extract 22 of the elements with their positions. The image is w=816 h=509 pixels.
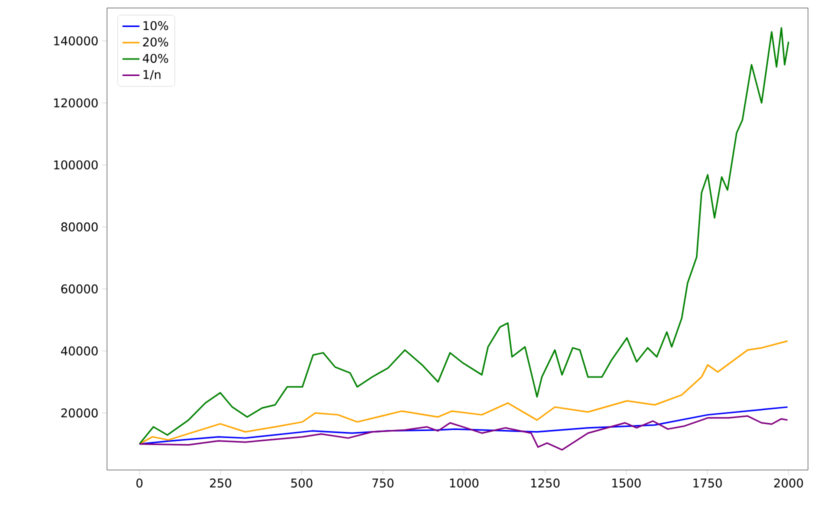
x-tick-label: 0 xyxy=(136,478,142,488)
y-tick-label: 40000 xyxy=(61,346,98,356)
x-tick-label: 250 xyxy=(210,478,232,488)
y-tick-label: 120000 xyxy=(54,98,98,108)
legend-label: 10% xyxy=(144,21,168,30)
x-tick-label: 1250 xyxy=(531,478,560,488)
x-tick-label: 750 xyxy=(372,478,394,488)
y-tick-label: 140000 xyxy=(54,36,98,46)
x-tick-label: 1000 xyxy=(450,478,478,488)
y-tick-label: 60000 xyxy=(61,284,98,294)
x-tick-label: 1500 xyxy=(612,478,641,488)
x-tick-label: 500 xyxy=(291,478,312,488)
x-tick-label: 2000 xyxy=(774,478,803,488)
x-tick-label: 1750 xyxy=(693,478,722,488)
line-series xyxy=(138,340,788,445)
y-tick-label: 20000 xyxy=(61,408,98,418)
y-tick-label: 80000 xyxy=(61,222,98,232)
legend-label: 1/n xyxy=(144,70,160,80)
legend-label: 40% xyxy=(142,54,168,63)
y-tick-label: 100000 xyxy=(54,160,98,170)
line-series xyxy=(138,415,788,451)
legend-label: 20% xyxy=(143,37,168,47)
